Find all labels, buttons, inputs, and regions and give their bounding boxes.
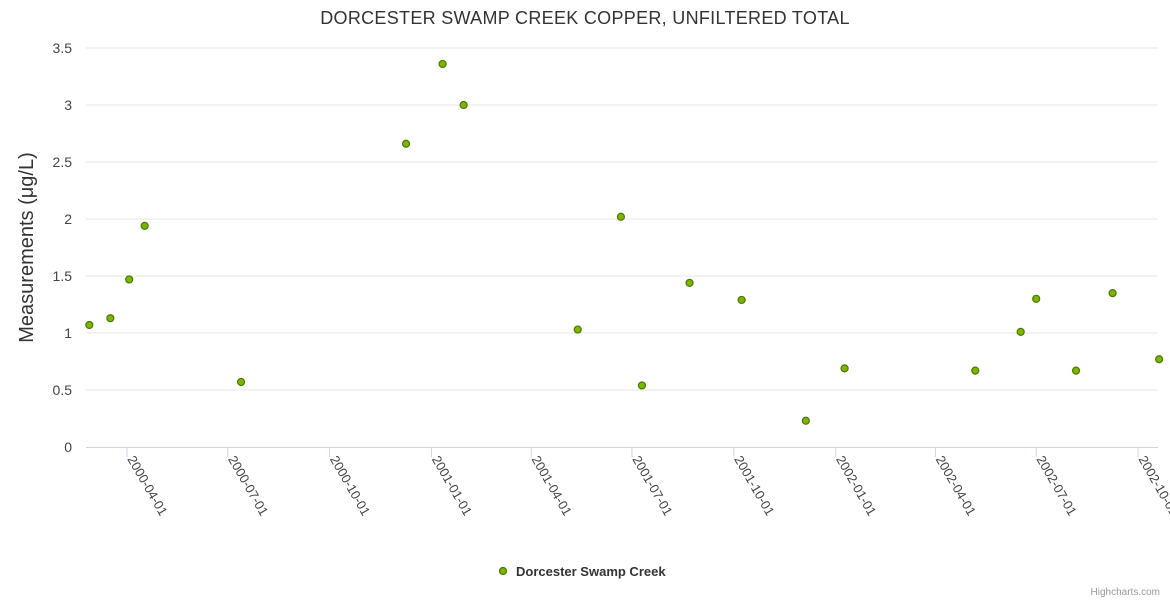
- data-point[interactable]: [1071, 366, 1081, 375]
- y-tick-label: 2.5: [53, 154, 73, 170]
- data-points[interactable]: [85, 59, 1164, 425]
- x-tick-label: 2002-01-01: [833, 453, 879, 518]
- data-point[interactable]: [737, 295, 746, 305]
- y-tick-label: 1: [64, 325, 72, 341]
- chart-title: DORCESTER SWAMP CREEK COPPER, UNFILTERED…: [320, 8, 850, 28]
- data-point[interactable]: [1108, 289, 1117, 298]
- data-point[interactable]: [1016, 327, 1025, 336]
- data-point[interactable]: [1032, 294, 1041, 303]
- y-axis-label: Measurements (μg/L): [16, 152, 38, 342]
- y-tick-label: 3: [64, 97, 72, 113]
- data-point[interactable]: [236, 377, 246, 387]
- data-point[interactable]: [125, 275, 134, 284]
- legend[interactable]: Dorcester Swamp Creek: [498, 564, 667, 579]
- x-tick-label: 2002-07-01: [1034, 453, 1080, 518]
- credit-link[interactable]: Highcharts.com: [1091, 587, 1160, 598]
- x-tick-label: 2001-07-01: [629, 453, 675, 518]
- legend-marker-icon: [498, 566, 508, 576]
- data-point[interactable]: [1155, 355, 1164, 364]
- data-point[interactable]: [616, 212, 625, 221]
- data-point[interactable]: [85, 320, 94, 330]
- x-tick-label: 2001-10-01: [731, 453, 777, 518]
- y-axis-ticks: 0 0.5 1 1.5 2 2.5 3 3.5: [53, 40, 73, 455]
- data-point[interactable]: [140, 221, 149, 230]
- y-tick-label: 2: [64, 211, 72, 227]
- x-tick-label: 2000-04-01: [124, 453, 170, 518]
- data-point[interactable]: [459, 100, 468, 110]
- data-point[interactable]: [573, 325, 582, 334]
- data-point[interactable]: [801, 416, 810, 425]
- y-tick-label: 3.5: [53, 40, 73, 56]
- data-point[interactable]: [438, 59, 447, 69]
- x-tick-label: 2002-10-01: [1135, 453, 1170, 518]
- data-point[interactable]: [685, 278, 694, 287]
- x-tick-label: 2001-01-01: [429, 453, 475, 518]
- data-point[interactable]: [106, 314, 115, 323]
- data-point[interactable]: [637, 381, 647, 390]
- data-point[interactable]: [971, 366, 980, 375]
- y-tick-label: 0: [64, 439, 72, 455]
- x-axis-ticks: 2000-04-01 2000-07-01 2000-10-01 2001-01-01…: [124, 447, 1170, 518]
- x-tick-label: 2001-04-01: [529, 453, 575, 518]
- legend-label[interactable]: Dorcester Swamp Creek: [516, 564, 666, 579]
- x-tick-label: 2000-07-01: [225, 453, 271, 518]
- x-tick-label: 2000-10-01: [327, 453, 373, 518]
- data-point[interactable]: [840, 364, 849, 373]
- x-tick-label: 2002-04-01: [933, 453, 979, 518]
- y-tick-label: 0.5: [53, 382, 73, 398]
- data-point[interactable]: [401, 139, 411, 148]
- gridlines: [86, 47, 1158, 391]
- y-tick-label: 1.5: [53, 268, 73, 284]
